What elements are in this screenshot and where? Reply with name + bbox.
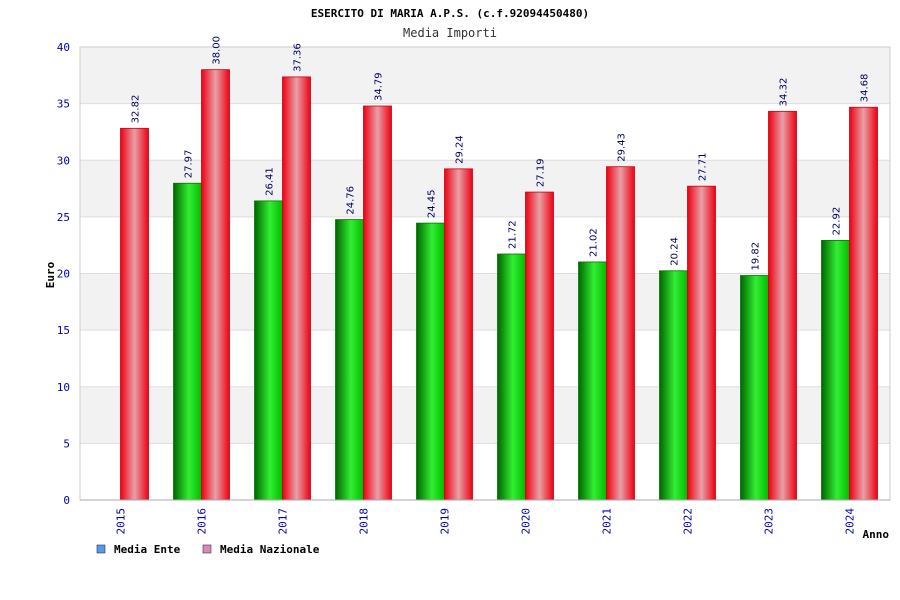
bar-media-nazionale-2015 [120, 127, 149, 501]
bar-media-ente-2020 [497, 253, 526, 501]
value-label: 21.72 [508, 220, 519, 249]
y-tick-label: 30 [57, 154, 70, 167]
value-label: 34.32 [779, 78, 790, 107]
x-tick-label: 2015 [115, 508, 128, 535]
x-tick-label: 2017 [277, 508, 290, 535]
bars [120, 69, 878, 501]
x-tick-label: 2020 [520, 508, 533, 535]
bar-media-ente-2021 [578, 261, 607, 501]
y-tick-label: 40 [57, 41, 70, 54]
value-label: 27.97 [184, 150, 195, 179]
legend-label-media-ente: Media Ente [114, 543, 181, 556]
bar-media-ente-2018 [335, 219, 364, 501]
bar-media-ente-2017 [254, 200, 283, 501]
y-tick-label: 5 [63, 437, 70, 450]
x-tick-label: 2024 [844, 508, 857, 535]
y-tick-label: 0 [63, 494, 70, 507]
bar-media-nazionale-2022 [687, 185, 716, 501]
value-label: 38.00 [212, 36, 223, 65]
bar-media-nazionale-2020 [525, 191, 554, 501]
legend: Media Ente Media Nazionale [96, 543, 320, 556]
legend-label-media-nazionale: Media Nazionale [220, 543, 320, 556]
bar-media-nazionale-2024 [849, 106, 878, 501]
x-tick-label: 2021 [601, 508, 614, 535]
value-label: 29.24 [455, 135, 466, 164]
x-tick-label: 2018 [358, 508, 371, 535]
legend-swatch-media-nazionale [202, 544, 212, 554]
x-axis-label: Anno [863, 528, 890, 541]
x-tick-label: 2022 [682, 508, 695, 535]
value-label: 20.24 [670, 237, 681, 266]
bar-media-ente-2022 [659, 270, 688, 501]
bar-media-nazionale-2021 [606, 166, 635, 501]
x-axis-ticks: 2015 2016 2017 2018 2019 2020 2021 2022 2023 2024 [115, 508, 857, 535]
bar-media-ente-2019 [416, 222, 445, 501]
y-tick-label: 10 [57, 381, 70, 394]
value-label: 27.19 [536, 158, 547, 187]
value-label: 24.76 [346, 186, 357, 215]
value-labels: 32.82 27.97 38.00 26.41 37.36 24.76 34.79 24.45… [131, 36, 871, 271]
bar-media-nazionale-2018 [363, 105, 392, 501]
bar-media-nazionale-2023 [768, 110, 797, 501]
value-label: 32.82 [131, 95, 142, 124]
value-label: 34.68 [860, 74, 871, 103]
chart-subtitle: Media Importi [403, 26, 497, 40]
y-tick-label: 35 [57, 98, 70, 111]
y-tick-label: 20 [57, 268, 70, 281]
y-tick-label: 25 [57, 211, 70, 224]
bar-media-ente-2024 [821, 240, 850, 501]
bar-media-ente-2023 [740, 275, 769, 501]
bar-media-nazionale-2016 [201, 69, 230, 501]
x-tick-label: 2019 [439, 508, 452, 535]
y-axis-label: Euro [44, 261, 57, 288]
value-label: 22.92 [832, 207, 843, 236]
y-tick-label: 15 [57, 324, 70, 337]
legend-swatch-media-ente [96, 544, 106, 554]
bar-media-ente-2016 [173, 182, 202, 501]
value-label: 37.36 [293, 43, 304, 72]
value-label: 19.82 [751, 242, 762, 271]
y-axis-ticks: 0 5 10 15 20 25 30 35 40 [57, 41, 70, 507]
x-tick-label: 2016 [196, 508, 209, 535]
x-tick-label: 2023 [763, 508, 776, 535]
chart-title: ESERCITO DI MARIA A.P.S. (c.f.9209445048… [311, 7, 589, 20]
value-label: 27.71 [698, 153, 709, 182]
value-label: 34.79 [374, 72, 385, 101]
value-label: 21.02 [589, 228, 600, 257]
value-label: 24.45 [427, 189, 438, 218]
bar-media-nazionale-2019 [444, 168, 473, 501]
value-label: 26.41 [265, 167, 276, 196]
bar-media-nazionale-2017 [282, 76, 311, 501]
value-label: 29.43 [617, 133, 628, 162]
